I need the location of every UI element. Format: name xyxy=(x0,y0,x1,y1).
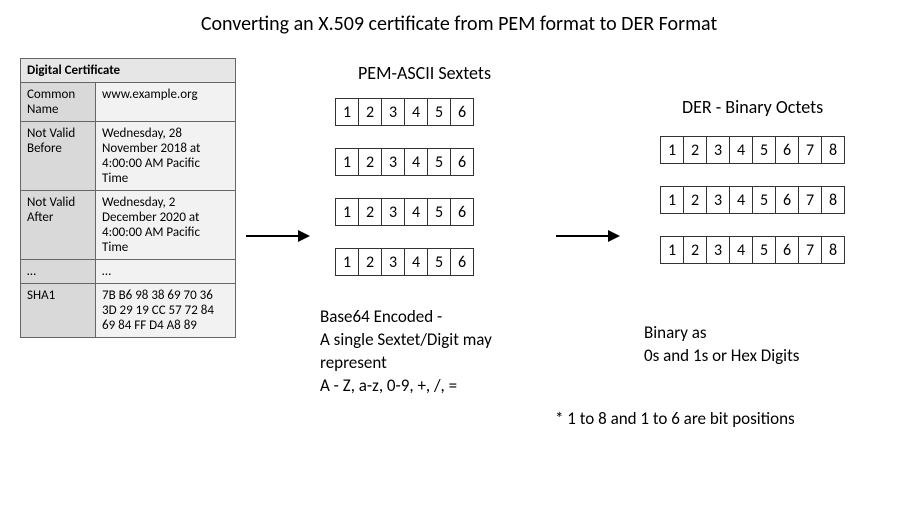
pem-desc: Base64 Encoded - A single Sextet/Digit m… xyxy=(320,306,540,398)
bit-cell: 8 xyxy=(821,136,845,164)
bit-cell: 6 xyxy=(450,148,474,176)
bit-cell: 6 xyxy=(775,186,799,214)
table-row: Not Valid BeforeWednesday, 28 November 2… xyxy=(21,122,236,191)
bit-cell: 3 xyxy=(381,248,405,276)
octet-row: 12345678 xyxy=(660,186,845,214)
bit-cell: 3 xyxy=(706,136,730,164)
cert-field-value: Wednesday, 2 December 2020 at 4:00:00 AM… xyxy=(96,191,236,260)
cert-field-value: www.example.org xyxy=(96,83,236,122)
bit-cell: 4 xyxy=(404,248,428,276)
bit-cell: 5 xyxy=(752,186,776,214)
cert-field-label: Not Valid After xyxy=(21,191,96,260)
bit-cell: 4 xyxy=(729,236,753,264)
bit-cell: 1 xyxy=(335,98,359,126)
der-octet-stack: 123456781234567812345678 xyxy=(660,136,845,264)
table-row: Common Namewww.example.org xyxy=(21,83,236,122)
table-row: SHA17B B6 98 38 69 70 36 3D 29 19 CC 57 … xyxy=(21,284,236,338)
bit-cell: 6 xyxy=(450,98,474,126)
bit-cell: 3 xyxy=(381,148,405,176)
bit-cell: 4 xyxy=(404,98,428,126)
bit-cell: 6 xyxy=(775,136,799,164)
bit-cell: 6 xyxy=(775,236,799,264)
bit-cell: 3 xyxy=(706,236,730,264)
bit-cell: 2 xyxy=(683,136,707,164)
cert-field-value: … xyxy=(96,260,236,284)
bit-cell: 2 xyxy=(358,198,382,226)
bit-cell: 5 xyxy=(752,236,776,264)
bit-cell: 1 xyxy=(335,198,359,226)
cert-field-label: Not Valid Before xyxy=(21,122,96,191)
table-row: …… xyxy=(21,260,236,284)
bit-cell: 5 xyxy=(427,98,451,126)
bit-cell: 5 xyxy=(427,248,451,276)
bit-cell: 1 xyxy=(335,148,359,176)
bit-cell: 2 xyxy=(358,148,382,176)
footnote: * 1 to 8 and 1 to 6 are bit positions xyxy=(555,408,795,431)
bit-cell: 8 xyxy=(821,236,845,264)
bit-cell: 6 xyxy=(450,198,474,226)
bit-cell: 7 xyxy=(798,236,822,264)
cert-table: Digital Certificate Common Namewww.examp… xyxy=(20,58,236,338)
octet-row: 12345678 xyxy=(660,136,845,164)
sextet-row: 123456 xyxy=(335,248,474,276)
der-title: DER - Binary Octets xyxy=(682,96,823,118)
bit-cell: 3 xyxy=(706,186,730,214)
cert-table-header: Digital Certificate xyxy=(21,59,236,83)
bit-cell: 7 xyxy=(798,186,822,214)
bit-cell: 5 xyxy=(752,136,776,164)
sextet-row: 123456 xyxy=(335,198,474,226)
sextet-row: 123456 xyxy=(335,148,474,176)
cert-field-value: 7B B6 98 38 69 70 36 3D 29 19 CC 57 72 8… xyxy=(96,284,236,338)
arrow-cert-to-pem xyxy=(246,230,310,242)
bit-cell: 3 xyxy=(381,198,405,226)
bit-cell: 2 xyxy=(683,186,707,214)
table-row: Not Valid AfterWednesday, 2 December 202… xyxy=(21,191,236,260)
bit-cell: 2 xyxy=(683,236,707,264)
arrow-pem-to-der xyxy=(556,230,620,242)
cert-field-value: Wednesday, 28 November 2018 at 4:00:00 A… xyxy=(96,122,236,191)
bit-cell: 4 xyxy=(404,198,428,226)
octet-row: 12345678 xyxy=(660,236,845,264)
bit-cell: 3 xyxy=(381,98,405,126)
bit-cell: 4 xyxy=(729,186,753,214)
sextet-row: 123456 xyxy=(335,98,474,126)
bit-cell: 6 xyxy=(450,248,474,276)
cert-field-label: … xyxy=(21,260,96,284)
bit-cell: 5 xyxy=(427,148,451,176)
bit-cell: 4 xyxy=(404,148,428,176)
page-title: Converting an X.509 certificate from PEM… xyxy=(0,12,918,36)
cert-field-label: SHA1 xyxy=(21,284,96,338)
pem-title: PEM-ASCII Sextets xyxy=(358,62,491,84)
bit-cell: 4 xyxy=(729,136,753,164)
bit-cell: 1 xyxy=(660,136,684,164)
bit-cell: 1 xyxy=(660,186,684,214)
bit-cell: 7 xyxy=(798,136,822,164)
bit-cell: 2 xyxy=(358,248,382,276)
bit-cell: 2 xyxy=(358,98,382,126)
bit-cell: 1 xyxy=(660,236,684,264)
bit-cell: 8 xyxy=(821,186,845,214)
bit-cell: 5 xyxy=(427,198,451,226)
der-desc: Binary as 0s and 1s or Hex Digits xyxy=(644,322,904,368)
cert-field-label: Common Name xyxy=(21,83,96,122)
pem-sextet-stack: 123456123456123456123456 xyxy=(335,98,474,276)
bit-cell: 1 xyxy=(335,248,359,276)
